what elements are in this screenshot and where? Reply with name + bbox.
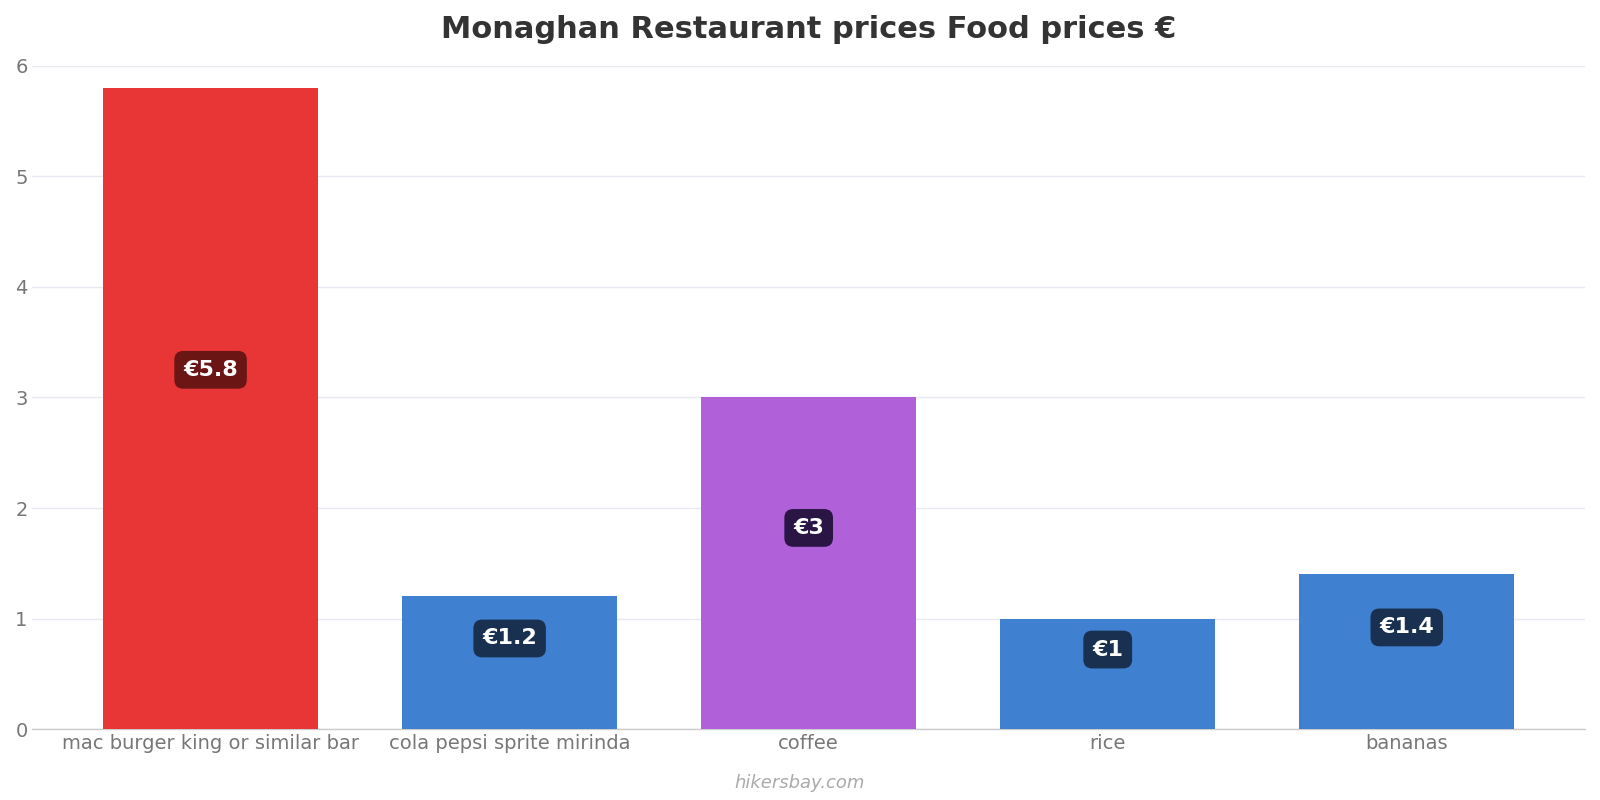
- Title: Monaghan Restaurant prices Food prices €: Monaghan Restaurant prices Food prices €: [442, 15, 1176, 44]
- Text: €5.8: €5.8: [184, 360, 238, 380]
- Bar: [102, 88, 318, 729]
- Text: €3: €3: [794, 518, 824, 538]
- Bar: [402, 597, 618, 729]
- Bar: [1299, 574, 1515, 729]
- Bar: [1000, 618, 1216, 729]
- Text: €1.2: €1.2: [482, 629, 538, 649]
- Bar: [701, 398, 917, 729]
- Text: €1.4: €1.4: [1379, 618, 1434, 638]
- Text: €1: €1: [1093, 639, 1123, 659]
- Text: hikersbay.com: hikersbay.com: [734, 774, 866, 792]
